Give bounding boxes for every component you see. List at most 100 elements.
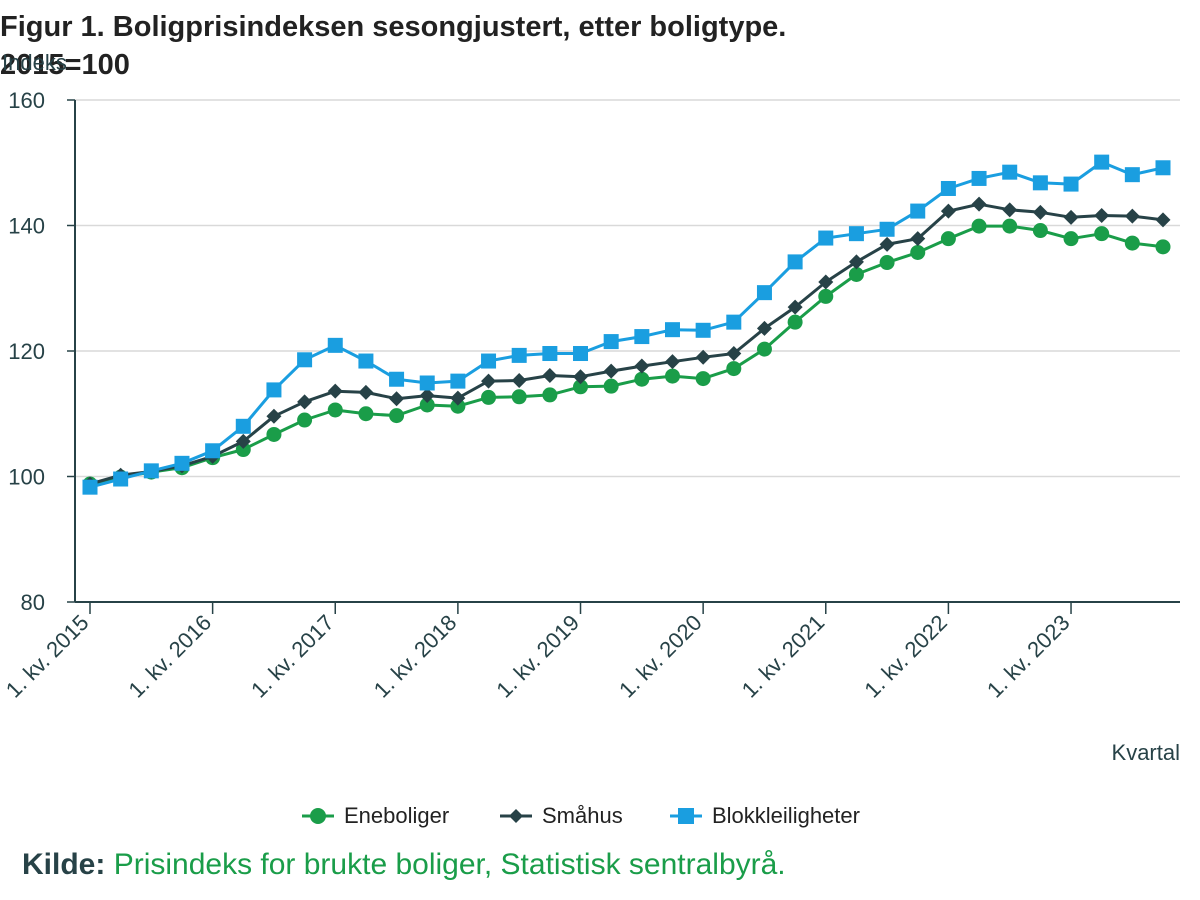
data-point-blokkleiligheter	[756, 285, 772, 301]
legend-item-eneboliger[interactable]: Eneboliger	[302, 800, 449, 832]
data-point-sm-hus	[481, 373, 497, 389]
data-point-sm-hus	[327, 383, 343, 399]
legend-item-smahus[interactable]: Småhus	[500, 800, 623, 832]
legend-square-marker-icon	[670, 808, 702, 824]
legend: Eneboliger Småhus Blokkleiligheter	[0, 800, 1200, 832]
data-point-eneboliger	[481, 389, 497, 405]
data-point-sm-hus	[1124, 208, 1140, 224]
data-point-eneboliger	[787, 314, 803, 330]
legend-label-blokkleiligheter: Blokkleiligheter	[712, 803, 860, 828]
x-tick-label: 1. kv. 2018	[369, 610, 462, 703]
data-point-blokkleiligheter	[1032, 175, 1048, 191]
data-point-blokkleiligheter	[327, 337, 343, 353]
data-point-blokkleiligheter	[481, 353, 497, 369]
data-point-sm-hus	[940, 203, 956, 219]
data-point-sm-hus	[603, 363, 619, 379]
data-point-sm-hus	[1155, 212, 1171, 228]
data-point-blokkleiligheter	[205, 443, 221, 459]
data-point-sm-hus	[756, 320, 772, 336]
data-point-sm-hus	[664, 354, 680, 370]
y-tick-label: 120	[8, 339, 45, 364]
data-point-sm-hus	[848, 254, 864, 270]
source-note: Kilde: Prisindeks for brukte boliger, St…	[22, 848, 786, 882]
data-point-blokkleiligheter	[82, 479, 98, 495]
x-tick-label: 1. kv. 2019	[491, 610, 584, 703]
data-point-eneboliger	[419, 397, 435, 413]
data-point-eneboliger	[664, 368, 680, 384]
data-point-sm-hus	[1094, 207, 1110, 223]
data-point-blokkleiligheter	[1124, 167, 1140, 183]
data-point-blokkleiligheter	[634, 329, 650, 345]
data-point-blokkleiligheter	[726, 314, 742, 330]
series-line-blokkleiligheter	[89, 160, 1164, 489]
data-point-sm-hus	[1002, 202, 1018, 218]
x-tick-label: 1. kv. 2017	[246, 610, 339, 703]
data-point-eneboliger	[1032, 223, 1048, 239]
legend-diamond-marker-icon	[500, 809, 532, 823]
data-point-eneboliger	[695, 371, 711, 387]
data-point-blokkleiligheter	[419, 375, 435, 391]
data-point-eneboliger	[848, 266, 864, 282]
data-point-eneboliger	[1063, 231, 1079, 247]
x-axis-label: Kvartal	[1112, 740, 1180, 765]
data-point-blokkleiligheter	[389, 371, 405, 387]
data-point-sm-hus	[726, 346, 742, 362]
data-point-blokkleiligheter	[174, 455, 190, 471]
data-point-eneboliger	[266, 426, 282, 442]
data-point-blokkleiligheter	[542, 346, 558, 362]
x-tick-label: 1. kv. 2020	[614, 610, 707, 703]
legend-swatch-marker	[509, 809, 523, 823]
data-point-sm-hus	[634, 358, 650, 374]
data-point-eneboliger	[910, 244, 926, 260]
series-line-eneboliger	[89, 224, 1164, 486]
legend-swatch-marker	[678, 808, 694, 824]
data-point-blokkleiligheter	[358, 353, 374, 369]
data-point-blokkleiligheter	[818, 230, 834, 246]
data-point-eneboliger	[879, 255, 895, 271]
x-tick-label: 1. kv. 2015	[1, 610, 94, 703]
data-point-blokkleiligheter	[664, 322, 680, 338]
y-tick-label: 140	[8, 214, 45, 239]
x-tick-label: 1. kv. 2022	[859, 610, 952, 703]
data-point-blokkleiligheter	[940, 180, 956, 196]
data-point-eneboliger	[235, 442, 251, 458]
source-label: Kilde:	[22, 848, 106, 881]
data-point-sm-hus	[695, 349, 711, 365]
legend-item-blokkleiligheter[interactable]: Blokkleiligheter	[670, 800, 860, 832]
data-point-eneboliger	[1094, 226, 1110, 242]
legend-swatch-marker	[310, 808, 326, 824]
data-point-sm-hus	[358, 384, 374, 400]
chart-title-line-1: Figur 1. Boligprisindeksen sesongjustert…	[0, 11, 787, 43]
data-point-eneboliger	[511, 389, 527, 405]
data-point-eneboliger	[1002, 218, 1018, 234]
data-point-eneboliger	[1155, 239, 1171, 255]
data-point-eneboliger	[1124, 235, 1140, 251]
data-point-sm-hus	[235, 433, 251, 449]
data-point-sm-hus	[266, 408, 282, 424]
data-point-sm-hus	[910, 231, 926, 247]
chart-title: Figur 1. Boligprisindeksen sesongjustert…	[0, 8, 1200, 84]
series-line-sm-hus	[89, 202, 1164, 486]
data-point-blokkleiligheter	[1155, 160, 1171, 176]
data-point-blokkleiligheter	[573, 346, 589, 362]
data-point-eneboliger	[327, 402, 343, 418]
y-axis-label: Indeks	[2, 50, 67, 75]
data-point-blokkleiligheter	[1063, 176, 1079, 192]
data-point-sm-hus	[297, 394, 313, 410]
legend-label-smahus: Småhus	[542, 803, 623, 828]
data-point-sm-hus	[818, 274, 834, 290]
data-point-sm-hus	[971, 196, 987, 212]
data-point-sm-hus	[879, 236, 895, 252]
data-point-eneboliger	[971, 218, 987, 234]
data-point-blokkleiligheter	[848, 226, 864, 242]
source-link[interactable]: Prisindeks for brukte boliger, Statistis…	[113, 848, 786, 881]
legend-label-eneboliger: Eneboliger	[344, 803, 450, 828]
data-point-eneboliger	[756, 341, 772, 357]
data-point-eneboliger	[358, 406, 374, 422]
data-point-sm-hus	[542, 367, 558, 383]
data-point-blokkleiligheter	[297, 352, 313, 368]
data-point-blokkleiligheter	[450, 373, 466, 389]
y-tick-label: 160	[8, 88, 45, 113]
data-point-eneboliger	[542, 387, 558, 403]
